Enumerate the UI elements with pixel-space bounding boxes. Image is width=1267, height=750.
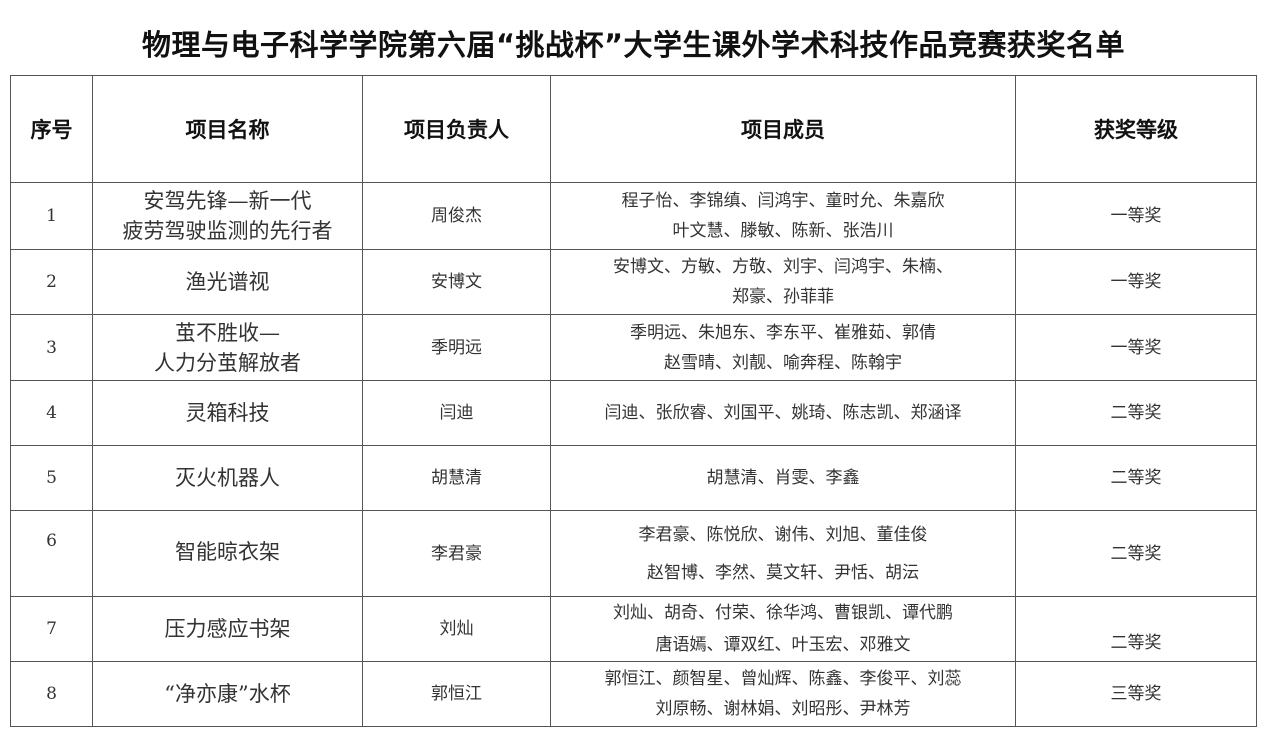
project-members-line: 刘灿、胡奇、付荣、徐华鸿、曹银凯、谭代鹏 [613, 603, 953, 623]
project-name-line: 安驾先锋—新一代 [143, 189, 312, 213]
header-project-name: 项目名称 [92, 75, 363, 183]
project-name: “净亦康”水杯 [92, 661, 363, 727]
project-name-line: 人力分茧解放者 [154, 350, 301, 375]
project-members-line: 安博文、方敏、方敬、刘宇、闫鸿宇、朱楠、 [613, 257, 953, 277]
project-members-line: 赵智博、李然、莫文轩、尹恬、胡沄 [647, 562, 919, 583]
project-leader: 安博文 [362, 249, 551, 315]
project-name-line: 疲劳驾驶监测的先行者 [122, 219, 333, 243]
project-members-line: 刘原畅、谢林娟、刘昭彤、尹林芳 [655, 699, 911, 719]
project-name: 智能晾衣架 [92, 510, 363, 597]
project-members-line: 季明远、朱旭东、李东平、崔雅茹、郭倩 [630, 322, 936, 343]
project-members-line: 胡慧清、肖雯、李鑫 [706, 468, 860, 488]
header-members: 项目成员 [550, 75, 1016, 183]
award-level: 二等奖 [1015, 380, 1257, 446]
header-leader: 项目负责人 [362, 75, 551, 183]
project-members: 郭恒江、颜智星、曾灿辉、陈鑫、李俊平、刘蕊 刘原畅、谢林娟、刘昭彤、尹林芳 [550, 661, 1016, 727]
project-name-line: 灭火机器人 [175, 466, 280, 490]
award-level: 一等奖 [1015, 182, 1257, 250]
project-name-line: 茧不胜收— [175, 320, 280, 345]
project-name: 灵箱科技 [92, 380, 363, 446]
project-name-line: 渔光谱视 [185, 270, 270, 294]
header-no: 序号 [10, 75, 93, 183]
project-leader: 季明远 [362, 314, 551, 381]
project-leader: 李君豪 [362, 510, 551, 597]
award-level: 二等奖 [1015, 596, 1257, 662]
project-members-line: 唐语嫣、谭双红、叶玉宏、邓雅文 [655, 635, 911, 655]
row-number: 1 [10, 182, 93, 250]
row-number: 6 [10, 510, 93, 597]
project-members-line: 闫迪、张欣睿、刘国平、姚琦、陈志凯、郑涵译 [604, 403, 962, 423]
project-members: 程子怡、李锦缜、闫鸿宇、童时允、朱嘉欣 叶文慧、滕敏、陈新、张浩川 [550, 182, 1016, 250]
project-leader: 周俊杰 [362, 182, 551, 250]
project-name: 渔光谱视 [92, 249, 363, 315]
project-name-line: 智能晾衣架 [175, 540, 280, 564]
project-members-line: 郑豪、孙菲菲 [732, 287, 834, 307]
project-members: 闫迪、张欣睿、刘国平、姚琦、陈志凯、郑涵译 [550, 380, 1016, 446]
row-number: 3 [10, 314, 93, 381]
page-title: 物理与电子科学学院第六届“挑战杯”大学生课外学术科技作品竞赛获奖名单 [141, 28, 1126, 62]
project-leader: 胡慧清 [362, 445, 551, 511]
table-row: 2 渔光谱视 安博文 安博文、方敏、方敬、刘宇、闫鸿宇、朱楠、 郑豪、孙菲菲 一等奖 [10, 249, 1257, 315]
row-number: 4 [10, 380, 93, 446]
project-name-line: 压力感应书架 [164, 617, 291, 641]
table-row: 5 灭火机器人 胡慧清 胡慧清、肖雯、李鑫 二等奖 [10, 445, 1257, 511]
project-members-line: 叶文慧、滕敏、陈新、张浩川 [672, 221, 894, 241]
project-members-line: 赵雪晴、刘靓、喻奔程、陈翰宇 [664, 352, 902, 373]
row-number: 7 [10, 596, 93, 662]
project-leader: 闫迪 [362, 380, 551, 446]
row-number: 2 [10, 249, 93, 315]
project-members-line: 李君豪、陈悦欣、谢伟、刘旭、董佳俊 [638, 524, 928, 545]
award-level: 二等奖 [1015, 510, 1257, 597]
project-name-line: 灵箱科技 [185, 401, 270, 425]
table-header-row: 序号 项目名称 项目负责人 项目成员 获奖等级 [10, 75, 1257, 183]
table-row: 4 灵箱科技 闫迪 闫迪、张欣睿、刘国平、姚琦、陈志凯、郑涵译 二等奖 [10, 380, 1257, 446]
award-table: 序号 项目名称 项目负责人 项目成员 获奖等级 1 安驾先锋—新一代 疲劳驾驶监测的… [10, 75, 1257, 727]
project-members: 胡慧清、肖雯、李鑫 [550, 445, 1016, 511]
project-members: 李君豪、陈悦欣、谢伟、刘旭、董佳俊 赵智博、李然、莫文轩、尹恬、胡沄 [550, 510, 1016, 597]
project-members: 安博文、方敏、方敬、刘宇、闫鸿宇、朱楠、 郑豪、孙菲菲 [550, 249, 1016, 315]
award-level: 一等奖 [1015, 249, 1257, 315]
table-row: 6 智能晾衣架 李君豪 李君豪、陈悦欣、谢伟、刘旭、董佳俊 赵智博、李然、莫文轩、尹恬、… [10, 510, 1257, 597]
table-row: 1 安驾先锋—新一代 疲劳驾驶监测的先行者 周俊杰 程子怡、李锦缜、闫鸿宇、童时允、朱嘉… [10, 182, 1257, 250]
row-number: 5 [10, 445, 93, 511]
project-name: 安驾先锋—新一代 疲劳驾驶监测的先行者 [92, 182, 363, 250]
table-row: 3 茧不胜收— 人力分茧解放者 季明远 季明远、朱旭东、李东平、崔雅茹、郭倩 赵雪晴、刘靓… [10, 314, 1257, 381]
table-row: 8 “净亦康”水杯 郭恒江 郭恒江、颜智星、曾灿辉、陈鑫、李俊平、刘蕊 刘原畅、谢林娟、… [10, 661, 1257, 727]
project-members: 季明远、朱旭东、李东平、崔雅茹、郭倩 赵雪晴、刘靓、喻奔程、陈翰宇 [550, 314, 1016, 381]
award-level: 二等奖 [1015, 445, 1257, 511]
project-name: 压力感应书架 [92, 596, 363, 662]
award-level: 三等奖 [1015, 661, 1257, 727]
project-members-line: 程子怡、李锦缜、闫鸿宇、童时允、朱嘉欣 [621, 191, 945, 211]
project-members: 刘灿、胡奇、付荣、徐华鸿、曹银凯、谭代鹏 唐语嫣、谭双红、叶玉宏、邓雅文 [550, 596, 1016, 662]
project-leader: 郭恒江 [362, 661, 551, 727]
table-row: 7 压力感应书架 刘灿 刘灿、胡奇、付荣、徐华鸿、曹银凯、谭代鹏 唐语嫣、谭双红、叶玉宏… [10, 596, 1257, 662]
project-leader: 刘灿 [362, 596, 551, 662]
project-members-line: 郭恒江、颜智星、曾灿辉、陈鑫、李俊平、刘蕊 [604, 669, 962, 689]
project-name: 茧不胜收— 人力分茧解放者 [92, 314, 363, 381]
project-name-line: “净亦康”水杯 [164, 682, 291, 706]
header-award: 获奖等级 [1015, 75, 1257, 183]
award-level: 一等奖 [1015, 314, 1257, 381]
project-name: 灭火机器人 [92, 445, 363, 511]
row-number: 8 [10, 661, 93, 727]
